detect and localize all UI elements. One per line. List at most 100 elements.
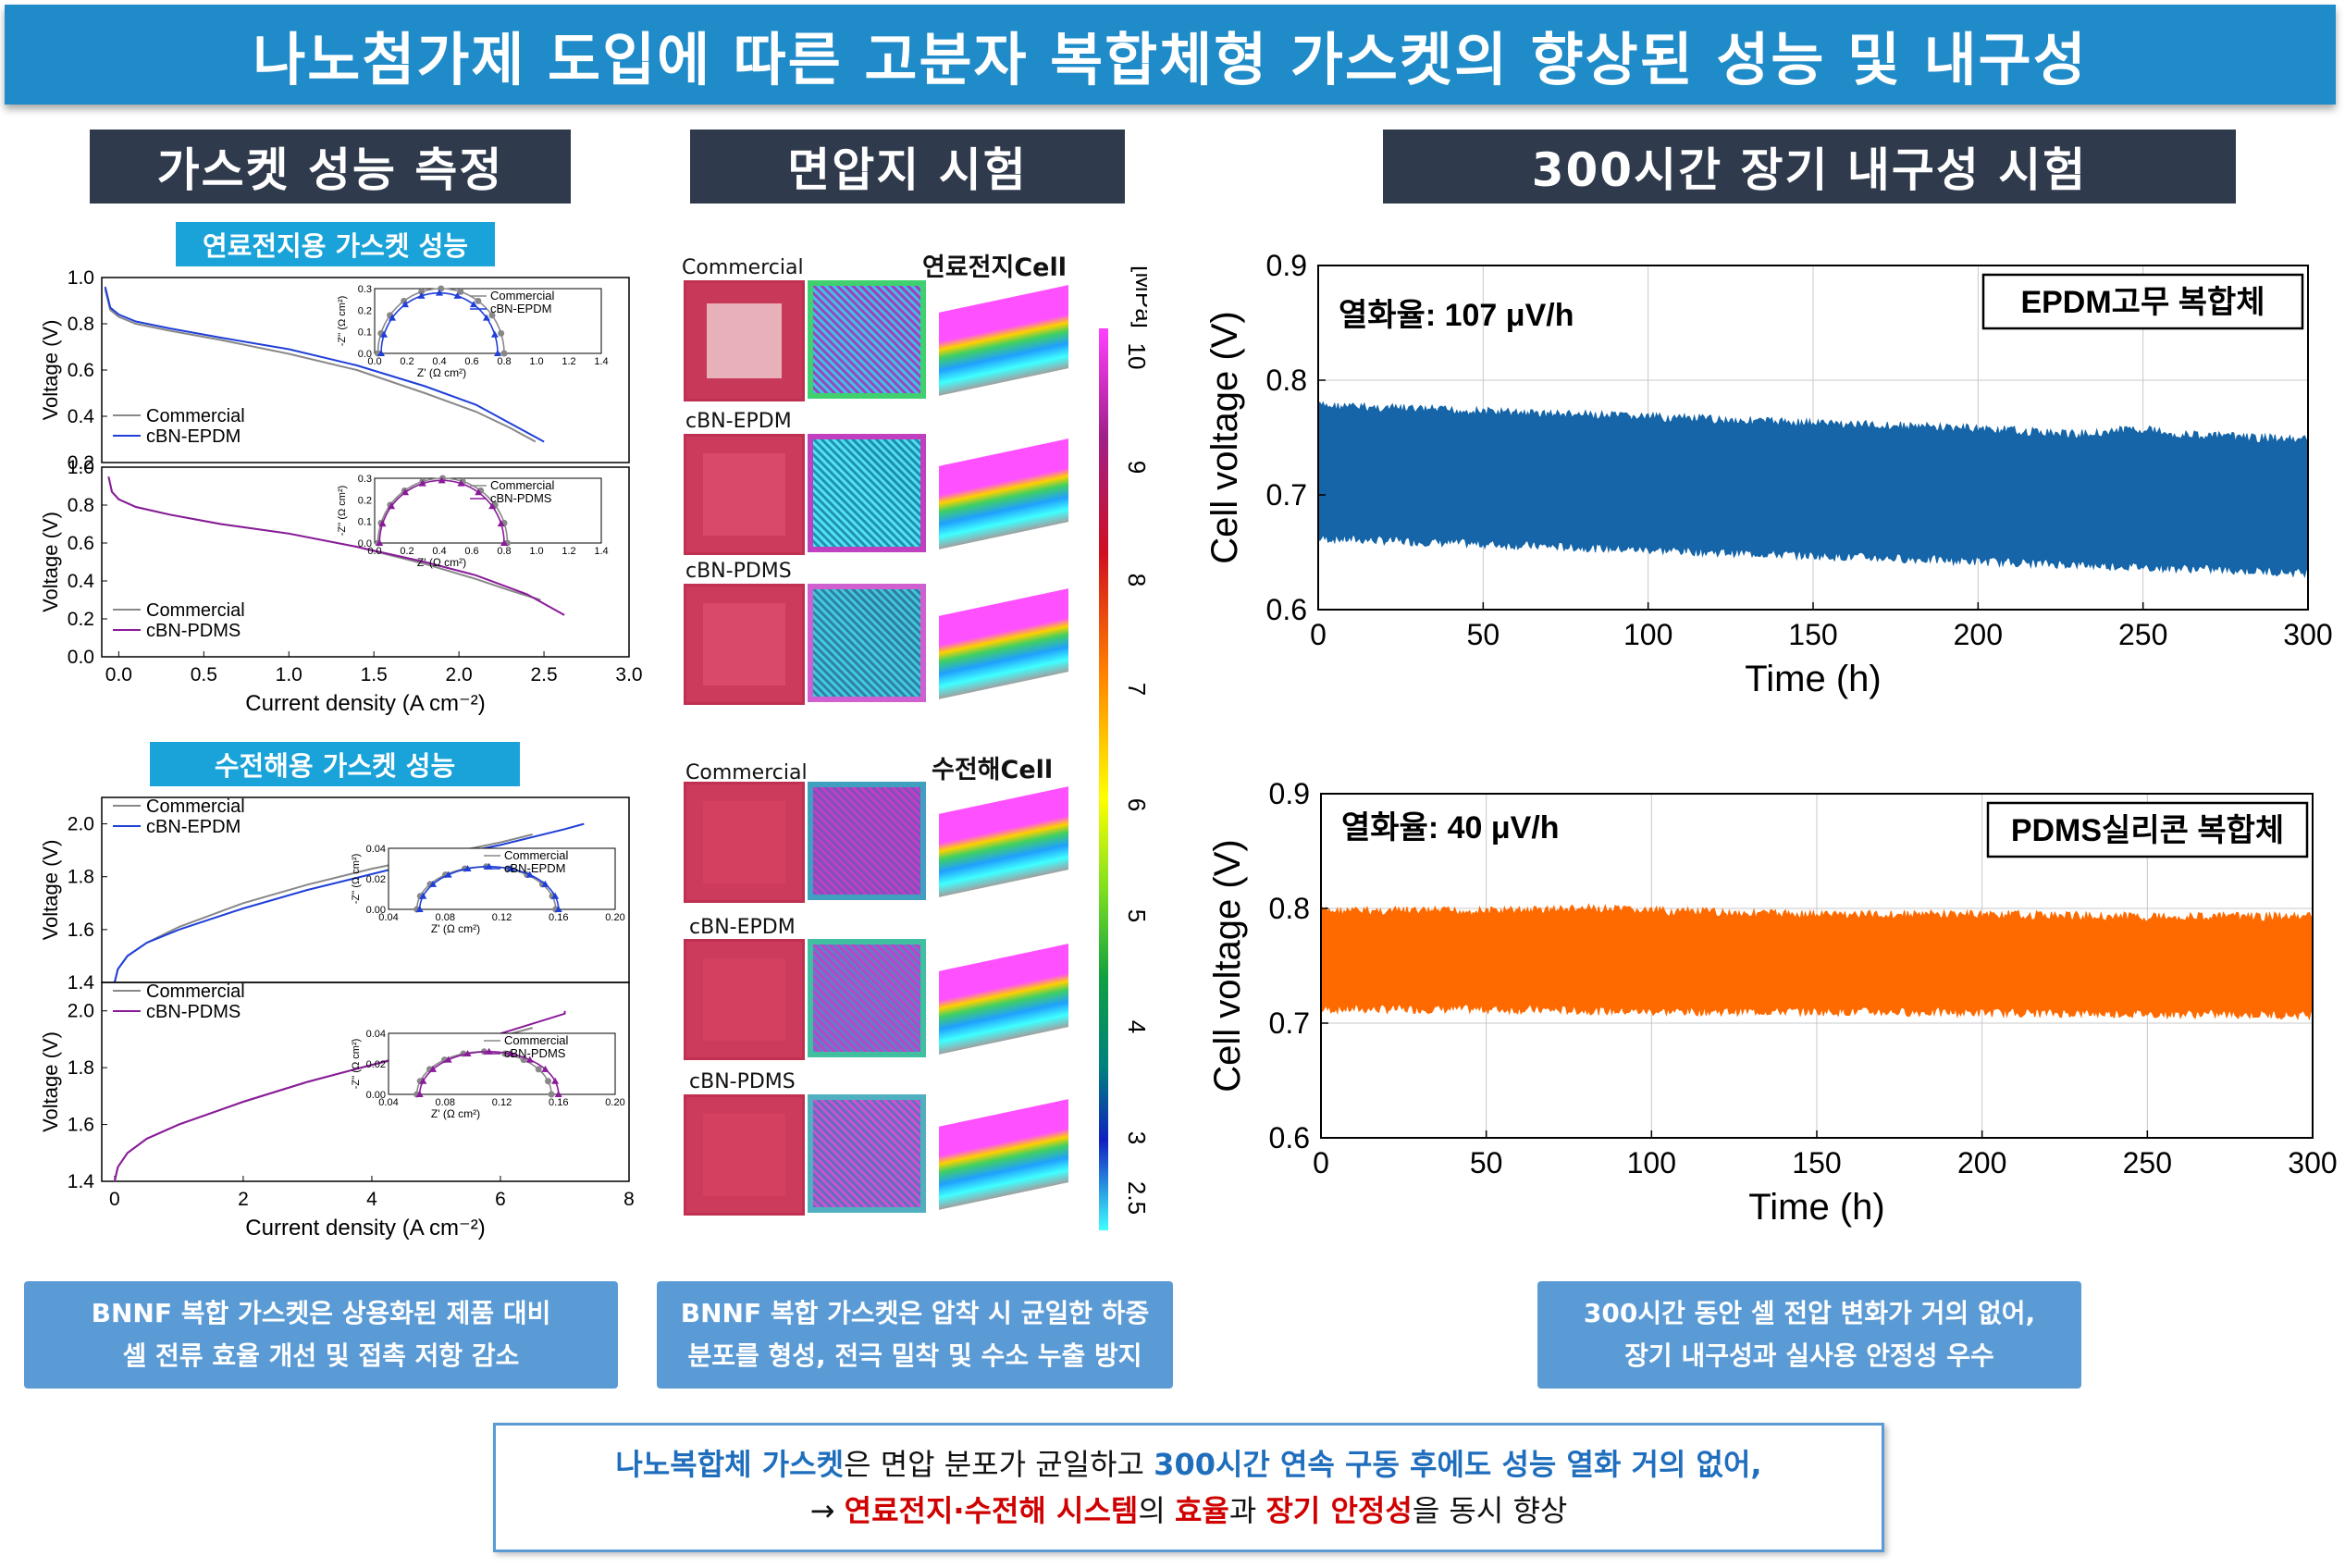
dur_pdms-xtick-label: 250: [2123, 1146, 2172, 1179]
fc_pdms-inset-xtick: 0.6: [464, 546, 478, 557]
fc_pdms-inset-marker-cbn: [376, 539, 384, 546]
el_epdm-inset-ylabel: -Z'' (Ω cm²): [351, 854, 362, 905]
dur_pdms-ylabel: Cell voltage (V): [1207, 839, 1248, 1092]
el_pdms-inset-marker-cbn: [485, 1047, 493, 1055]
fc_epdm-series-cbn-epdm: [104, 286, 545, 443]
el_epdm-inset-ytick: 0.00: [366, 905, 386, 916]
pressure-colorbar: [MPa] 10 9 8 7 6 5 4 3 2.5: [1099, 265, 1147, 1230]
fc_epdm-inset-marker-commercial: [475, 297, 482, 304]
el_epdm-inset-xtick: 0.16: [549, 912, 568, 923]
conclusion-box: 나노복합체 가스켓은 면압 분포가 균일하고 300시간 연속 구동 후에도 성…: [493, 1423, 1884, 1552]
fc_epdm-inset-marker-cbn: [453, 291, 462, 299]
dur_pdms-ytick-label: 0.6: [1269, 1121, 1310, 1154]
fc_pdms-inset-ytick: 0.1: [358, 517, 372, 528]
fc_epdm-series-commercial: [104, 289, 537, 443]
fc_epdm-inset-marker-cbn: [482, 314, 490, 321]
fc_pdms-inset-marker-cbn: [488, 502, 497, 510]
dur_pdms-xtick-label: 300: [2288, 1146, 2337, 1179]
el_pdms-xtick-label: 6: [495, 1189, 506, 1210]
fc_epdm-inset-ylabel: -Z'' (Ω cm²): [337, 296, 348, 347]
pressure-3d-map: [939, 588, 1068, 699]
electrolysis-cell-label: 수전해Cell: [932, 756, 1054, 784]
el-label-pdms: cBN-PDMS: [689, 1070, 796, 1093]
fc_pdms-legend-label: Commercial: [146, 600, 245, 621]
el_pdms-inset-ylabel: -Z'' (Ω cm²): [351, 1039, 362, 1090]
conclusion-efficiency: 효율: [1174, 1493, 1229, 1528]
el_pdms-inset-xtick: 0.16: [549, 1097, 568, 1108]
fc_pdms-inset-marker-cbn: [378, 520, 387, 527]
durability-chart-pdms: 0 50 100 150 200 250 300 0.9 0.8 0.7 0.6 Time (h) Ce…: [1207, 777, 2338, 1228]
fc_epdm-inset-xtick: 1.0: [529, 356, 543, 367]
fc_pdms-inset-marker-cbn: [457, 479, 465, 487]
pressure-scan-image: [808, 434, 926, 552]
note-performance: BNNF 복합 가스켓은 상용화된 제품 대비 셀 전류 효율 개선 및 접촉 …: [24, 1281, 618, 1389]
dur_epdm-xlabel: Time (h): [1745, 659, 1881, 699]
dur_pdms-xtick-label: 0: [1313, 1146, 1329, 1179]
el_epdm-inset-marker-cbn: [415, 906, 424, 912]
el_epdm-inset-marker-cbn: [551, 892, 560, 899]
el_epdm-inset-marker-cbn: [525, 870, 534, 878]
fc_epdm-ylabel: Voltage (V): [39, 320, 62, 421]
dur_epdm-ytick-label: 0.7: [1266, 478, 1307, 512]
pressure-3d-map: [939, 944, 1068, 1055]
fc_pdms-ytick-label: 0.2: [68, 609, 94, 630]
pressure-scan-image: [808, 939, 926, 1057]
el_epdm-inset-xtick: 0.08: [436, 912, 455, 923]
el_pdms-inset-marker-cbn: [415, 1091, 424, 1097]
dur_pdms-ytick-label: 0.7: [1269, 1006, 1310, 1040]
conclusion-300h: 300시간 연속 구동 후에도 성능 열화 거의 없어,: [1154, 1447, 1762, 1482]
fc_pdms-inset-marker-cbn: [401, 488, 410, 496]
fc_pdms-ytick-label: 0.6: [68, 533, 94, 554]
el_epdm-inset-marker-cbn: [554, 906, 562, 912]
colorbar-tick-5: 5: [1123, 909, 1147, 922]
el_epdm-ytick-label: 2.0: [68, 814, 94, 835]
conclusion-line1: 나노복합체 가스켓은 면압 분포가 균일하고 300시간 연속 구동 후에도 성…: [496, 1441, 1882, 1488]
fc_pdms-xtick-label: 0.0: [105, 664, 132, 685]
fc_pdms-series-cbn-pdms: [107, 476, 565, 616]
fc_epdm-inset-xtick: 0.2: [400, 356, 413, 367]
fc_epdm-ytick-label: 0.2: [68, 452, 94, 474]
el_pdms-inset-marker-cbn: [463, 1050, 472, 1057]
fc_epdm-inset-marker-commercial: [418, 288, 426, 295]
el_pdms-inset-marker-commercial: [545, 1078, 552, 1085]
el_pdms-xtick-label: 2: [238, 1189, 249, 1210]
el_pdms-xtick-label: 0: [109, 1189, 120, 1210]
note-durability: 300시간 동안 셀 전압 변화가 거의 없어, 장기 내구성과 실사용 안정성…: [1537, 1281, 2081, 1389]
note-performance-line2: 셀 전류 효율 개선 및 접촉 저항 감소: [122, 1340, 520, 1371]
el_epdm-inset-xtick: 0.20: [605, 912, 624, 923]
el_epdm-legend-label: cBN-EPDM: [146, 817, 241, 837]
fc_pdms-inset-ytick: 0.2: [358, 495, 372, 506]
el_pdms-xtick-label: 4: [366, 1189, 377, 1210]
pressure-3d-map: [939, 1099, 1068, 1210]
el_pdms-inset-marker-cbn: [525, 1056, 534, 1063]
fc_pdms-xtick-label: 3.0: [615, 664, 642, 685]
note-durability-line2: 장기 내구성과 실사용 안정성 우수: [1624, 1340, 1994, 1371]
colorbar-gradient: [1099, 328, 1108, 1230]
fuel-cell-subheader: 연료전지용 가스켓 성능: [176, 222, 495, 266]
fc_epdm-inset-marker-cbn: [470, 301, 478, 308]
pressure-paper-image: [684, 280, 805, 401]
el_pdms-inset-marker-cbn: [506, 1050, 514, 1057]
fc_pdms-legend-label: cBN-PDMS: [146, 621, 241, 641]
fc_epdm-inset-ytick: 0.3: [358, 284, 372, 295]
el_pdms-inset-marker-cbn: [541, 1065, 549, 1072]
dur_pdms-voltage-band: [1320, 903, 2314, 1021]
fc_pdms-xtick-label: 2.0: [446, 664, 473, 685]
fc_pdms-inset-ytick: 0.3: [358, 474, 372, 485]
section-durability-header: 300시간 장기 내구성 시험: [1383, 130, 2236, 204]
el_epdm-inset-legend-label: cBN-EPDM: [504, 861, 565, 875]
note-durability-line1: 300시간 동안 셀 전압 변화가 거의 없어,: [1583, 1298, 2036, 1328]
el_epdm-inset-ytick: 0.04: [366, 844, 386, 855]
fc_pdms-ylabel: Voltage (V): [39, 512, 62, 612]
el_epdm-ytick-label: 1.4: [68, 972, 95, 994]
fc_epdm-inset-marker-cbn: [401, 301, 409, 308]
fc_epdm-legend-label: Commercial: [146, 406, 245, 426]
dur_pdms-legend-label: PDMS실리콘 복합체: [2011, 813, 2284, 848]
dur_epdm-xtick-label: 250: [2118, 618, 2167, 651]
dur_pdms-xtick-label: 100: [1627, 1146, 1676, 1179]
fc_pdms-inset-xtick: 1.2: [562, 546, 575, 557]
el_pdms-inset-legend-label: cBN-PDMS: [504, 1046, 566, 1060]
fc_epdm-inset-xtick: 0.6: [464, 356, 478, 367]
el_pdms-inset-marker-cbn: [429, 1065, 438, 1072]
el_pdms-ylabel: Voltage (V): [39, 1031, 62, 1132]
